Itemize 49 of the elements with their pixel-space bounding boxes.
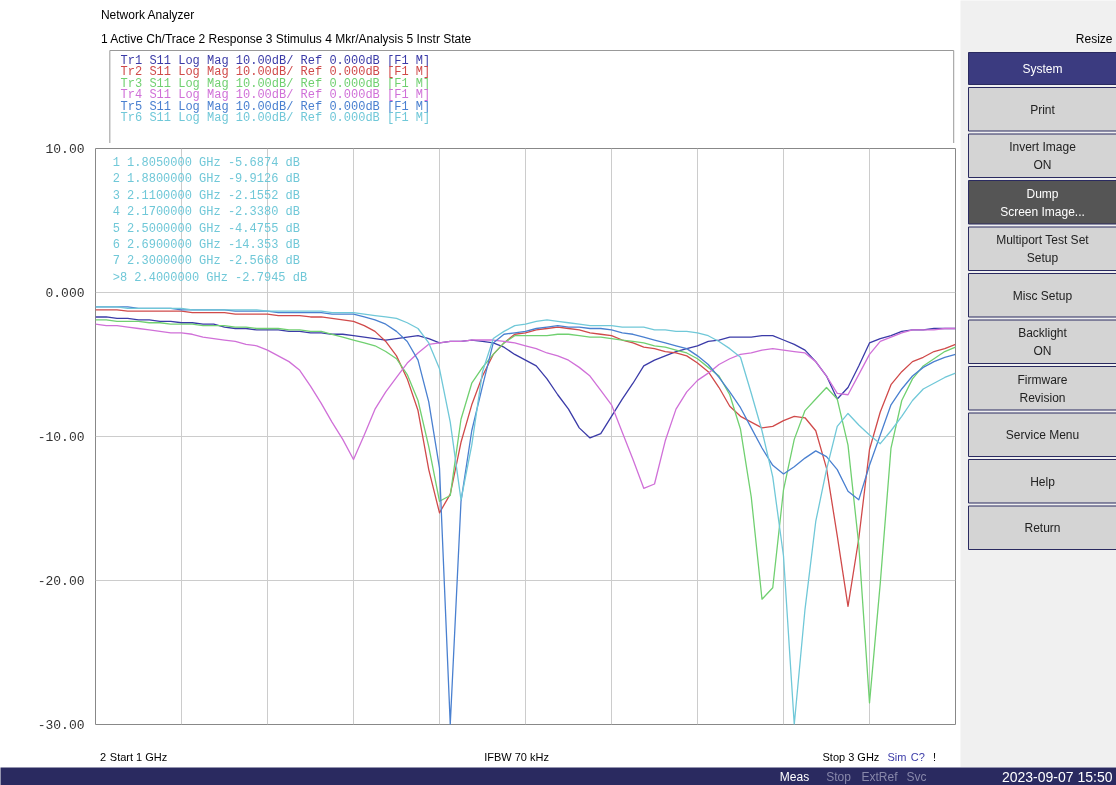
annotation: 1 1.8050000 GHz -5.6874 dB [112,155,300,170]
annotation: 3 2.1100000 GHz -2.1552 dB [112,188,300,203]
text: 2 [99,750,107,763]
chart-subtitle: 1 Active Ch/Trace 2 Response 3 Stimulus 4 Mkr/Analysis 5 Instr State [100,31,472,46]
text: Svc [906,769,927,784]
line-series [95,323,956,489]
y-tick-label: 10.00 [45,142,85,157]
annotation: 6 2.6900000 GHz -14.353 dB [112,237,300,252]
annotation: >8 2.4000000 GHz -2.7945 dB [112,270,308,285]
text: Dump [1026,186,1059,201]
text: C? [910,750,925,763]
text: Firmware [1017,372,1068,387]
chart-title: Network Analyzer [100,7,195,22]
annotation: 2 1.8800000 GHz -9.9126 dB [112,172,300,187]
text: Screen Image... [1000,204,1085,219]
text: Tr6 S11 Log Mag 10.00dB/ Ref 0.000dB [F1 M] [120,111,431,125]
text: Invert Image [1009,140,1077,155]
text: IFBW 70 kHz [484,750,549,763]
y-tick-label: -10.00 [37,430,85,445]
y-tick-label: -20.00 [37,574,85,589]
text: Stop 3 GHz [822,750,880,763]
text: ! [933,750,937,763]
text: Service Menu [1005,428,1080,443]
text: Return [1024,521,1061,536]
text: Meas [779,769,810,784]
annotation: 5 2.5000000 GHz -4.4755 dB [112,221,300,236]
annotation: 7 2.3000000 GHz -2.5668 dB [112,254,300,269]
text: Misc Setup [1012,288,1073,303]
text: ON [1033,344,1052,359]
text: ExtRef [861,769,899,784]
text: Start 1 GHz [109,750,168,763]
line-series [95,309,956,608]
text: Revision [1019,390,1066,405]
text: Setup [1026,251,1059,266]
annotation: 4 2.1700000 GHz -2.3380 dB [112,205,300,220]
text: Stop [826,769,852,784]
text: Resize [1075,31,1113,46]
y-tick-label: -30.00 [37,718,85,733]
text: Sim [887,750,907,763]
text: System [1022,62,1063,76]
text: Tr2 S11 Log Mag 10.00dB/ Ref 0.000dB [F1 M] [120,65,431,79]
y-tick-label: 0.000 [45,286,85,301]
text: Backlight [1018,326,1068,341]
text: Tr4 S11 Log Mag 10.00dB/ Ref 0.000dB [F1 M] [120,88,431,102]
text: Print [1030,102,1056,117]
text: ON [1033,158,1052,173]
text: Multiport Test Set [996,233,1090,248]
text: 2023-09-07 15:50 [1001,768,1113,785]
text: Help [1030,474,1056,489]
